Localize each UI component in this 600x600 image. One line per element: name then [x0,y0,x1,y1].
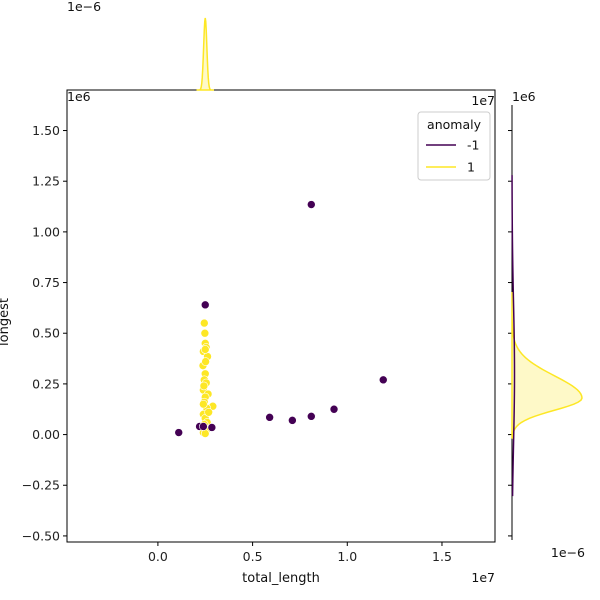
legend: anomaly -1 1 [417,111,491,181]
point-normal [200,318,209,328]
right-marginal-exponent-label: 1e6 [512,89,536,104]
point-anomaly [265,413,274,422]
y-tick-label: −0.50 [22,528,60,543]
y-axis-label: longest [0,298,12,346]
x-exponent-label: 1e7 [471,570,495,585]
y-tick-label: 0.75 [32,275,60,290]
y-tick-label: 0.50 [32,326,60,341]
point-normal [201,357,210,366]
point-normal [200,328,210,338]
point-normal [200,429,210,438]
point-anomaly [307,200,316,209]
right-kde-anomaly [511,175,516,497]
point-anomaly [207,423,217,432]
point-anomaly [378,375,388,385]
y-tick-label: 1.50 [32,123,60,138]
x-tick-label: 1.0 [337,549,357,564]
legend-entry-label: 1 [467,160,475,175]
main-axes: 0.0 0.5 1.0 1.5 −0.50 −0.25 0.00 0.25 0.50 0.75 1.… [22,89,496,564]
point-anomaly [288,416,297,425]
point-anomaly [329,404,339,414]
point-normal [199,381,209,391]
x-tick-label: 0.0 [148,549,168,564]
y-tick-label: 1.00 [32,224,60,239]
y-tick-label: −0.25 [22,478,60,493]
point-anomaly [174,428,184,437]
x-axis-label: total_length [242,571,320,586]
legend-box [417,111,491,181]
right-marginal-plot [508,105,583,540]
point-normal [200,345,210,354]
legend-title: anomaly [427,117,482,132]
y-exponent-label: 1e6 [67,89,91,104]
point-anomaly [200,300,210,310]
top-marginal-plot [67,17,495,91]
point-anomaly [199,422,208,431]
x-tick-label: 1.5 [432,549,452,564]
point-normal [204,407,213,417]
point-normal [199,399,208,409]
top-marginal-exponent-label: 1e−6 [67,0,101,14]
legend-entry-label: -1 [467,138,479,153]
point-anomaly [307,412,316,421]
top-kde-normal [196,17,214,91]
right-marginal-x-exponent-label: 1e−6 [551,545,585,560]
top-marginal-x-exponent-label: 1e7 [471,93,495,108]
right-kde-normal [511,291,583,439]
x-tick-label: 0.5 [243,549,263,564]
y-tick-label: 0.00 [32,427,60,442]
y-tick-label: 1.25 [32,174,60,189]
y-tick-label: 0.25 [32,376,60,391]
